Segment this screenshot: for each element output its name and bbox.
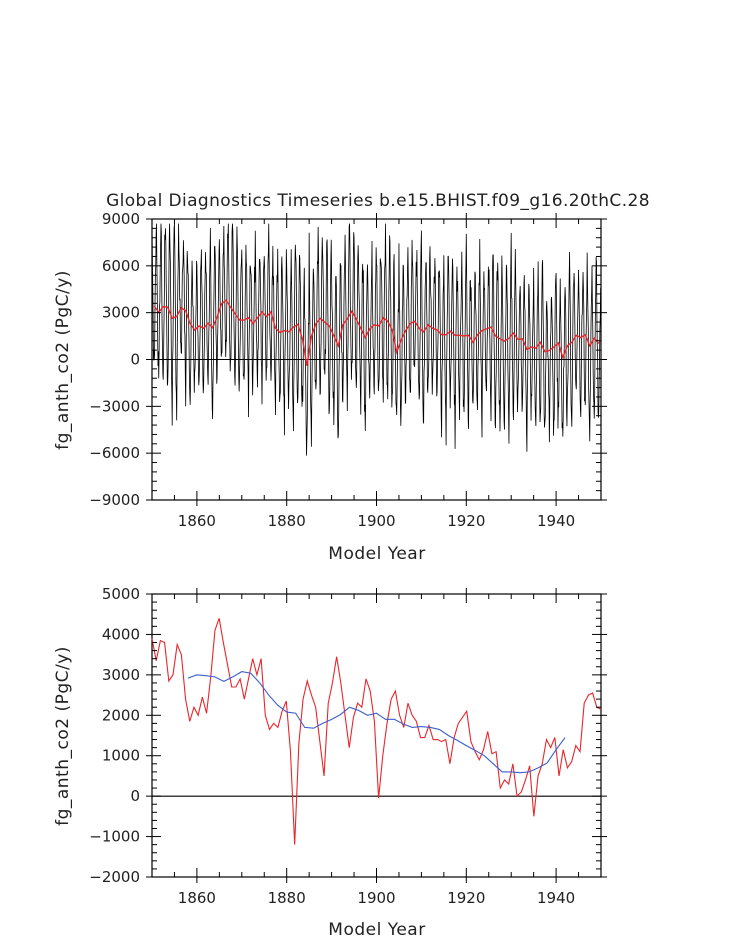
x-tick-label: 1940 — [537, 512, 575, 530]
y-tick-label: 9000 — [102, 210, 140, 228]
y-tick-label: 6000 — [102, 257, 140, 275]
annual-mean-line — [151, 618, 602, 845]
x-tick-label: 1880 — [268, 512, 306, 530]
y-axis-title: fg_anth_co2 (PgC/y) — [53, 646, 73, 826]
y-tick-label: −6000 — [89, 444, 140, 462]
monthly-timeseries-panel: 1860 1880 1900 1920 1940 −9000 −6000 −3000 0 3000… — [53, 210, 607, 564]
plot-series — [151, 618, 602, 845]
x-tick-label: 1920 — [447, 512, 485, 530]
x-tick-label: 1920 — [447, 889, 485, 907]
x-tick-label: 1860 — [178, 512, 216, 530]
annual-timeseries-panel: 1860 1880 1900 1920 1940 −2000 −1000 0 1000 2000 3… — [53, 585, 607, 940]
y-tick-label: −3000 — [89, 397, 140, 415]
y-tick-label: 0 — [130, 787, 140, 805]
y-tick-label: 3000 — [102, 666, 140, 684]
y-tick-label: 5000 — [102, 585, 140, 603]
y-tick-label: −2000 — [89, 868, 140, 886]
smoothed-line — [187, 671, 566, 774]
plot-series — [151, 223, 602, 456]
x-tick-label: 1900 — [357, 512, 395, 530]
x-tick-label: 1860 — [178, 889, 216, 907]
y-tick-label: −9000 — [89, 491, 140, 509]
axes: 1860 1880 1900 1920 1940 −9000 −6000 −3000 0 3000… — [89, 210, 607, 530]
y-tick-label: 0 — [130, 351, 140, 369]
y-axis-title: fg_anth_co2 (PgC/y) — [53, 270, 73, 450]
y-tick-label: −1000 — [89, 828, 140, 846]
monthly-series-line — [151, 223, 602, 456]
y-tick-label: 2000 — [102, 706, 140, 724]
y-tick-label: 1000 — [102, 747, 140, 765]
x-tick-label: 1940 — [537, 889, 575, 907]
annual-mean-line — [153, 299, 600, 366]
chart-title: Global Diagnostics Timeseries b.e15.BHIS… — [106, 191, 650, 211]
x-tick-label: 1900 — [357, 889, 395, 907]
axes: 1860 1880 1900 1920 1940 −2000 −1000 0 1000 2000 3… — [89, 585, 607, 907]
y-tick-label: 3000 — [102, 304, 140, 322]
x-axis-title: Model Year — [328, 920, 425, 940]
y-tick-label: 4000 — [102, 625, 140, 643]
x-axis-title: Model Year — [328, 544, 425, 564]
x-tick-label: 1880 — [268, 889, 306, 907]
plot-frame — [151, 593, 602, 878]
